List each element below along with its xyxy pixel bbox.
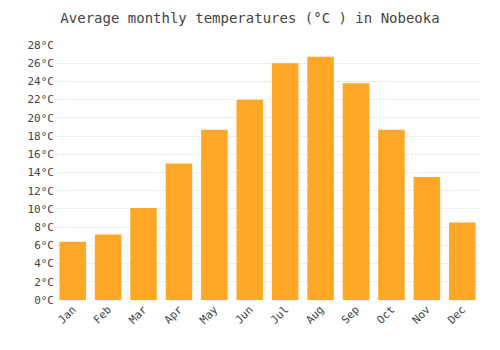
svg-text:22°C: 22°C <box>28 93 55 106</box>
svg-text:Average monthly temperatures (: Average monthly temperatures (°C ) in No… <box>60 10 439 26</box>
svg-text:Oct: Oct <box>374 303 397 326</box>
svg-text:Jun: Jun <box>233 303 256 326</box>
svg-text:14°C: 14°C <box>28 166 55 179</box>
svg-text:26°C: 26°C <box>28 57 55 70</box>
svg-text:Sep: Sep <box>339 303 362 326</box>
svg-text:20°C: 20°C <box>28 112 55 125</box>
svg-text:10°C: 10°C <box>28 203 55 216</box>
svg-text:28°C: 28°C <box>28 39 55 52</box>
svg-text:4°C: 4°C <box>34 257 54 270</box>
svg-text:8°C: 8°C <box>34 221 54 234</box>
svg-text:Jan: Jan <box>55 303 78 326</box>
svg-text:6°C: 6°C <box>34 239 54 252</box>
svg-text:Dec: Dec <box>445 303 468 326</box>
svg-text:Aug: Aug <box>303 303 326 326</box>
svg-text:Feb: Feb <box>91 303 114 326</box>
svg-text:Mar: Mar <box>126 303 150 327</box>
svg-text:0°C: 0°C <box>34 294 54 307</box>
svg-text:18°C: 18°C <box>28 130 55 143</box>
svg-text:16°C: 16°C <box>28 148 55 161</box>
svg-text:2°C: 2°C <box>34 276 54 289</box>
svg-text:Nov: Nov <box>410 303 434 327</box>
svg-text:12°C: 12°C <box>28 185 55 198</box>
svg-text:24°C: 24°C <box>28 75 55 88</box>
svg-text:Jul: Jul <box>268 303 291 326</box>
svg-text:May: May <box>197 303 221 327</box>
svg-text:Apr: Apr <box>162 303 186 327</box>
